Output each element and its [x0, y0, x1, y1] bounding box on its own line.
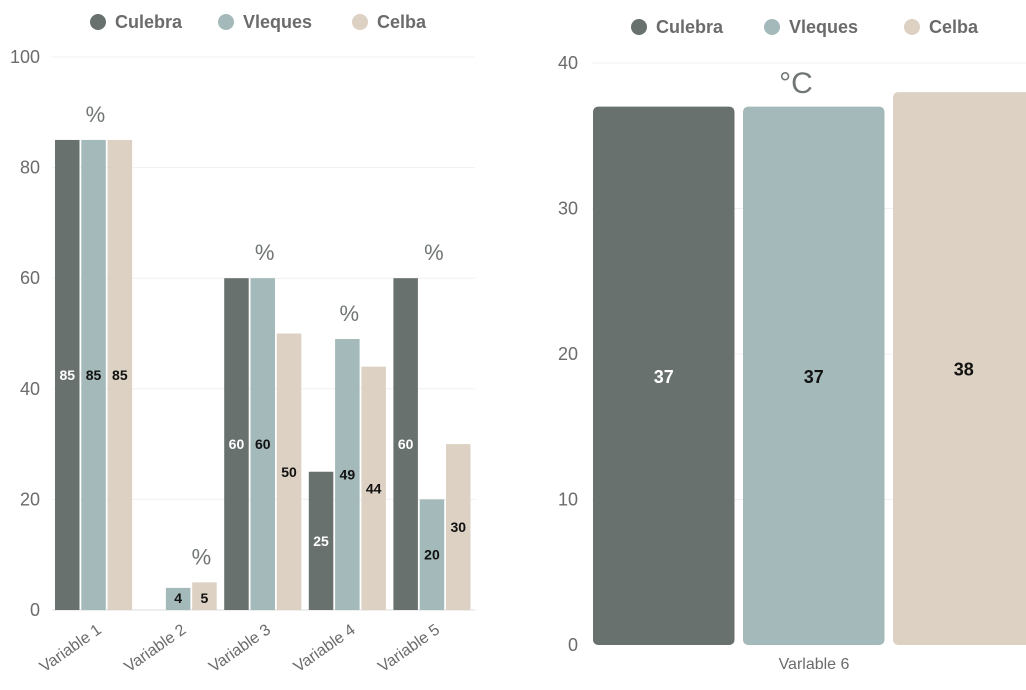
data-label: 60 — [398, 436, 414, 452]
data-label: 60 — [255, 436, 271, 452]
data-label: 85 — [86, 367, 102, 383]
data-label: 38 — [954, 360, 974, 380]
bar-celba-1 — [107, 139, 133, 610]
bar-celba-2 — [192, 582, 217, 610]
y-tick-label: 0 — [568, 635, 578, 655]
data-label: 37 — [804, 367, 824, 387]
legend-swatch-vieques — [218, 14, 234, 30]
bar-culebra-6 — [593, 106, 735, 645]
x-tick-label: Varlable 6 — [779, 656, 850, 673]
x-tick-label: Variable 5 — [375, 621, 443, 676]
bar-celba-4 — [361, 366, 386, 610]
y-tick-label: 30 — [558, 199, 578, 219]
unit-label: % — [255, 240, 275, 265]
unit-label: °C — [779, 67, 813, 100]
bar-vieques-5 — [419, 499, 445, 610]
bar-vieques-2 — [165, 587, 191, 610]
bar-celba-3 — [276, 333, 302, 610]
data-label: 85 — [59, 367, 75, 383]
data-label: 60 — [229, 436, 245, 452]
legend-swatch-culebra — [90, 14, 106, 30]
data-label: 25 — [313, 533, 329, 549]
unit-label: % — [86, 102, 106, 127]
x-tick-label: Variable 1 — [37, 621, 105, 676]
data-label: 49 — [340, 467, 356, 483]
y-tick-label: 40 — [558, 53, 578, 73]
unit-label: % — [192, 544, 212, 569]
data-label: 37 — [654, 367, 674, 387]
legend-label-celba: Celba — [929, 17, 979, 37]
unit-label: % — [424, 240, 444, 265]
y-tick-label: 20 — [20, 489, 40, 509]
data-label: 44 — [366, 480, 382, 496]
data-label: 20 — [424, 547, 440, 563]
data-label: 85 — [112, 367, 128, 383]
data-label: 4 — [174, 590, 182, 606]
x-tick-label: Variable 4 — [291, 621, 359, 676]
y-tick-label: 40 — [20, 379, 40, 399]
y-tick-label: 10 — [558, 490, 578, 510]
y-tick-label: 0 — [30, 600, 40, 620]
y-tick-label: 60 — [20, 268, 40, 288]
unit-label: % — [339, 301, 359, 326]
bar-vieques-6 — [743, 106, 885, 645]
y-tick-label: 100 — [10, 47, 40, 67]
legend-swatch-celba — [352, 14, 368, 30]
bar-vieques-1 — [81, 139, 106, 610]
legend-label-culebra: Culebra — [115, 12, 183, 32]
legend-label-vieques: Vleques — [243, 12, 312, 32]
legend-swatch-culebra — [631, 19, 647, 35]
y-tick-label: 20 — [558, 344, 578, 364]
legend-swatch-celba — [904, 19, 920, 35]
x-tick-label: Variable 2 — [122, 621, 190, 676]
bar-celba-5 — [446, 444, 471, 610]
bar-vieques-4 — [335, 339, 360, 610]
bar-culebra-1 — [55, 139, 80, 610]
data-label: 50 — [281, 464, 297, 480]
data-label: 5 — [201, 590, 209, 606]
bar-culebra-5 — [393, 278, 418, 610]
x-tick-label: Variable 3 — [206, 621, 274, 676]
bar-vieques-3 — [250, 278, 275, 610]
legend-label-vieques: Vleques — [789, 17, 858, 37]
legend-label-culebra: Culebra — [656, 17, 724, 37]
legend-swatch-vieques — [764, 19, 780, 35]
bar-culebra-3 — [224, 278, 249, 610]
y-tick-label: 80 — [20, 158, 40, 178]
legend-label-celba: Celba — [377, 12, 427, 32]
bar-celba-6 — [893, 92, 1026, 645]
bar-culebra-4 — [308, 471, 334, 610]
data-label: 30 — [450, 519, 466, 535]
